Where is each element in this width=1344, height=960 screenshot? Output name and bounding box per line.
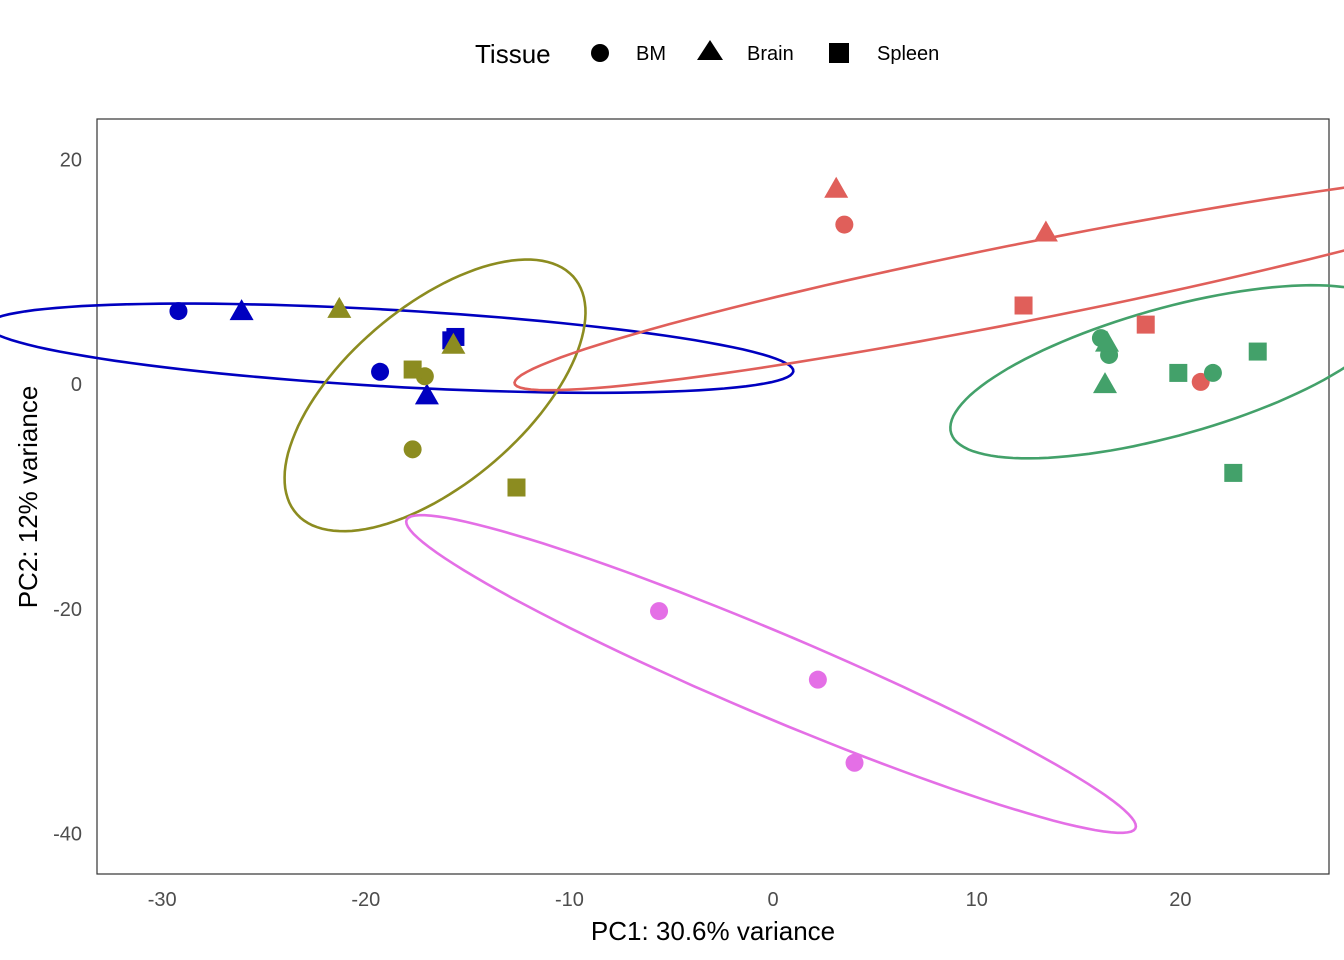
y-tick-label: 0 <box>71 374 82 396</box>
legend: Tissue BM Brain Spleen <box>475 39 939 69</box>
point-spleen <box>1169 363 1188 382</box>
x-axis: -30 -20 -10 0 10 20 <box>148 889 1192 911</box>
point-spleen <box>1136 315 1155 334</box>
ellipse-layer <box>0 186 1344 835</box>
point-spleen <box>1014 296 1033 315</box>
legend-key-triangle <box>697 40 723 60</box>
legend-key-circle <box>591 44 609 62</box>
point-brain <box>1093 372 1117 394</box>
legend-key-square <box>829 43 849 63</box>
point-bm <box>808 670 827 689</box>
group-ellipse <box>0 302 795 395</box>
legend-label-brain: Brain <box>747 43 794 65</box>
point-spleen <box>507 478 526 497</box>
plot-panel <box>96 118 1330 875</box>
point-brain <box>441 332 466 354</box>
point-spleen <box>1248 342 1267 361</box>
legend-label-bm: BM <box>636 43 666 65</box>
point-brain <box>824 176 849 198</box>
legend-title: Tissue <box>475 39 551 69</box>
point-bm <box>1203 363 1222 382</box>
y-tick-label: 20 <box>60 149 82 171</box>
point-bm <box>169 302 188 321</box>
x-tick-label: 20 <box>1169 889 1191 911</box>
x-tick-label: -20 <box>351 889 380 911</box>
point-bm <box>371 362 390 381</box>
point-brain <box>327 296 352 318</box>
point-layer <box>169 176 1267 772</box>
x-tick-label: -10 <box>555 889 584 911</box>
y-axis-title: PC2: 12% variance <box>13 386 43 609</box>
point-brain <box>1033 220 1058 242</box>
x-axis-title: PC1: 30.6% variance <box>591 916 835 946</box>
y-axis: -40 -20 0 20 <box>53 149 82 845</box>
point-spleen <box>403 360 422 379</box>
x-tick-label: -30 <box>148 889 177 911</box>
point-bm <box>403 440 422 459</box>
x-tick-label: 0 <box>768 889 779 911</box>
point-spleen <box>1224 463 1243 482</box>
group-ellipse <box>283 258 587 533</box>
y-tick-label: -40 <box>53 824 82 846</box>
point-bm <box>650 602 669 621</box>
group-ellipse <box>949 283 1344 460</box>
y-tick-label: -20 <box>53 599 82 621</box>
point-brain <box>229 299 254 321</box>
group-ellipse <box>513 186 1344 392</box>
point-brain <box>414 383 439 405</box>
x-tick-label: 10 <box>966 889 988 911</box>
point-bm <box>845 753 864 772</box>
point-bm <box>835 215 854 234</box>
point-brain <box>1095 330 1119 352</box>
legend-label-spleen: Spleen <box>877 43 939 65</box>
group-ellipse <box>404 513 1138 835</box>
